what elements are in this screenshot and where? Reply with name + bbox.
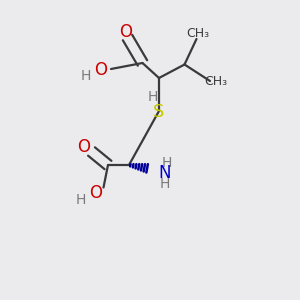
Text: N: N bbox=[158, 164, 171, 181]
Text: H: H bbox=[81, 69, 91, 82]
Text: CH₃: CH₃ bbox=[204, 75, 227, 88]
Text: O: O bbox=[94, 61, 107, 79]
Text: H: H bbox=[147, 90, 158, 104]
Text: O: O bbox=[77, 138, 90, 156]
Text: O: O bbox=[119, 23, 132, 41]
Text: H: H bbox=[75, 194, 85, 207]
Text: S: S bbox=[153, 103, 165, 121]
Text: H: H bbox=[161, 156, 172, 170]
Text: CH₃: CH₃ bbox=[186, 27, 209, 40]
Text: H: H bbox=[159, 178, 170, 191]
Text: O: O bbox=[89, 184, 102, 202]
